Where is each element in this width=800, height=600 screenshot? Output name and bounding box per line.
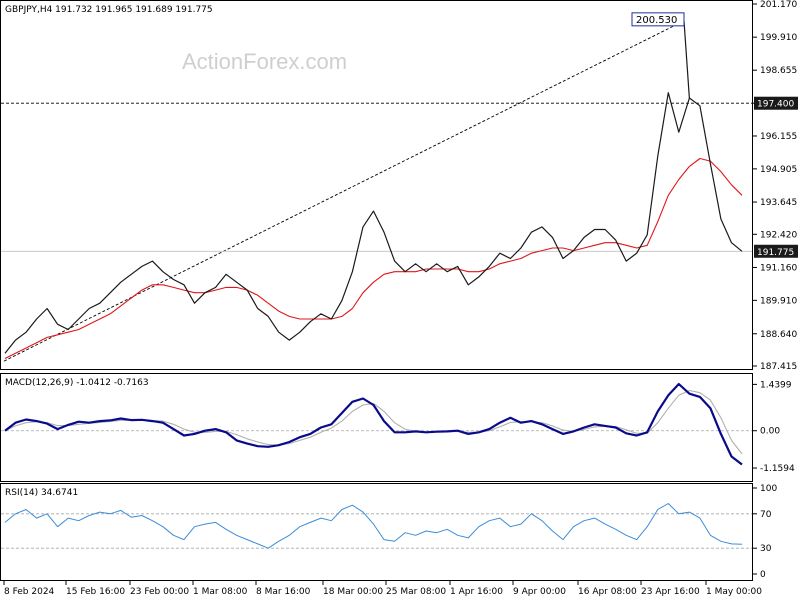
price-y-tick-label: 194.905	[760, 165, 797, 175]
macd-title: MACD(12,26,9) -1.0412 -0.7163	[5, 378, 149, 388]
x-tick-label: 8 Mar 16:00	[256, 587, 311, 597]
last-price-label-box	[754, 244, 798, 258]
rsi-line	[4, 503, 743, 549]
x-tick-label: 9 Apr 00:00	[513, 587, 566, 597]
trendline-dotted	[3, 20, 685, 362]
x-tick-label: 1 May 00:00	[706, 587, 762, 597]
macd-y-tick-label: 0.00	[760, 427, 780, 437]
macd-line	[4, 382, 743, 466]
macd-signal-line	[4, 389, 743, 455]
rsi-y-tick-label: 70	[760, 510, 772, 520]
price-y-tick-label: 201.170	[760, 0, 797, 10]
price-y-tick-label: 192.420	[760, 230, 797, 240]
price-y-tick-label: 193.645	[760, 198, 797, 208]
resistance-label-box	[754, 96, 798, 110]
price-y-tick-label: 191.160	[760, 263, 797, 273]
price-y-tick-label: 187.415	[760, 362, 797, 372]
x-tick-label: 23 Feb 00:00	[130, 587, 189, 597]
x-tick-label: 25 Mar 08:00	[386, 587, 446, 597]
macd-y-tick-label: -1.1594	[760, 464, 795, 474]
price-line	[4, 92, 743, 354]
watermark: ActionForex.com	[182, 49, 347, 74]
macd-panel-frame	[0, 373, 753, 482]
x-tick-label: 15 Feb 16:00	[66, 587, 125, 597]
last-price-label: 191.775	[757, 248, 794, 258]
resistance-label: 197.400	[757, 100, 794, 110]
x-tick-label: 18 Mar 00:00	[323, 587, 383, 597]
rsi-y-tick-label: 30	[760, 544, 772, 554]
macd-y-tick-label: 1.4399	[760, 380, 792, 390]
rsi-panel-frame	[0, 483, 753, 581]
price-y-tick-label: 199.910	[760, 33, 797, 43]
price-y-tick-label: 188.640	[760, 330, 797, 340]
price-y-tick-label: 198.655	[760, 66, 797, 76]
peak-label: 200.530	[636, 15, 677, 26]
rsi-y-tick-label: 0	[760, 570, 766, 580]
price-peak-wick	[683, 20, 690, 98]
price-y-tick-label: 196.155	[760, 132, 797, 142]
peak-label-box	[631, 12, 685, 27]
x-tick-label: 8 Feb 2024	[4, 587, 55, 597]
price-title: GBPJPY,H4 191.732 191.965 191.689 191.77…	[5, 5, 213, 15]
x-tick-label: 1 Apr 16:00	[450, 587, 503, 597]
price-y-tick-label: 189.910	[760, 296, 797, 306]
x-tick-label: 23 Apr 16:00	[641, 587, 700, 597]
moving-average-line	[4, 157, 743, 359]
price-panel-frame	[0, 0, 753, 370]
x-tick-label: 1 Mar 08:00	[193, 587, 248, 597]
rsi-title: RSI(14) 34.6741	[5, 488, 78, 498]
rsi-y-tick-label: 100	[760, 484, 777, 494]
x-tick-label: 16 Apr 08:00	[578, 587, 637, 597]
